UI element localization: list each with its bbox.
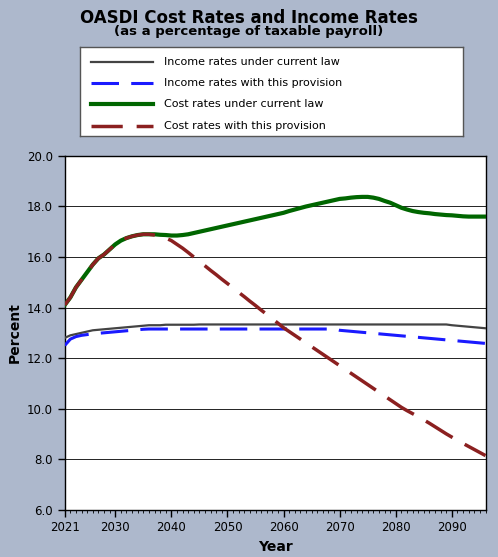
Text: (as a percentage of taxable payroll): (as a percentage of taxable payroll)	[115, 25, 383, 38]
X-axis label: Year: Year	[258, 540, 292, 554]
Text: OASDI Cost Rates and Income Rates: OASDI Cost Rates and Income Rates	[80, 9, 418, 27]
Text: Income rates under current law: Income rates under current law	[164, 57, 340, 67]
Text: Cost rates with this provision: Cost rates with this provision	[164, 121, 326, 131]
Text: Cost rates under current law: Cost rates under current law	[164, 99, 324, 109]
Text: Income rates with this provision: Income rates with this provision	[164, 78, 342, 88]
Y-axis label: Percent: Percent	[7, 302, 21, 363]
